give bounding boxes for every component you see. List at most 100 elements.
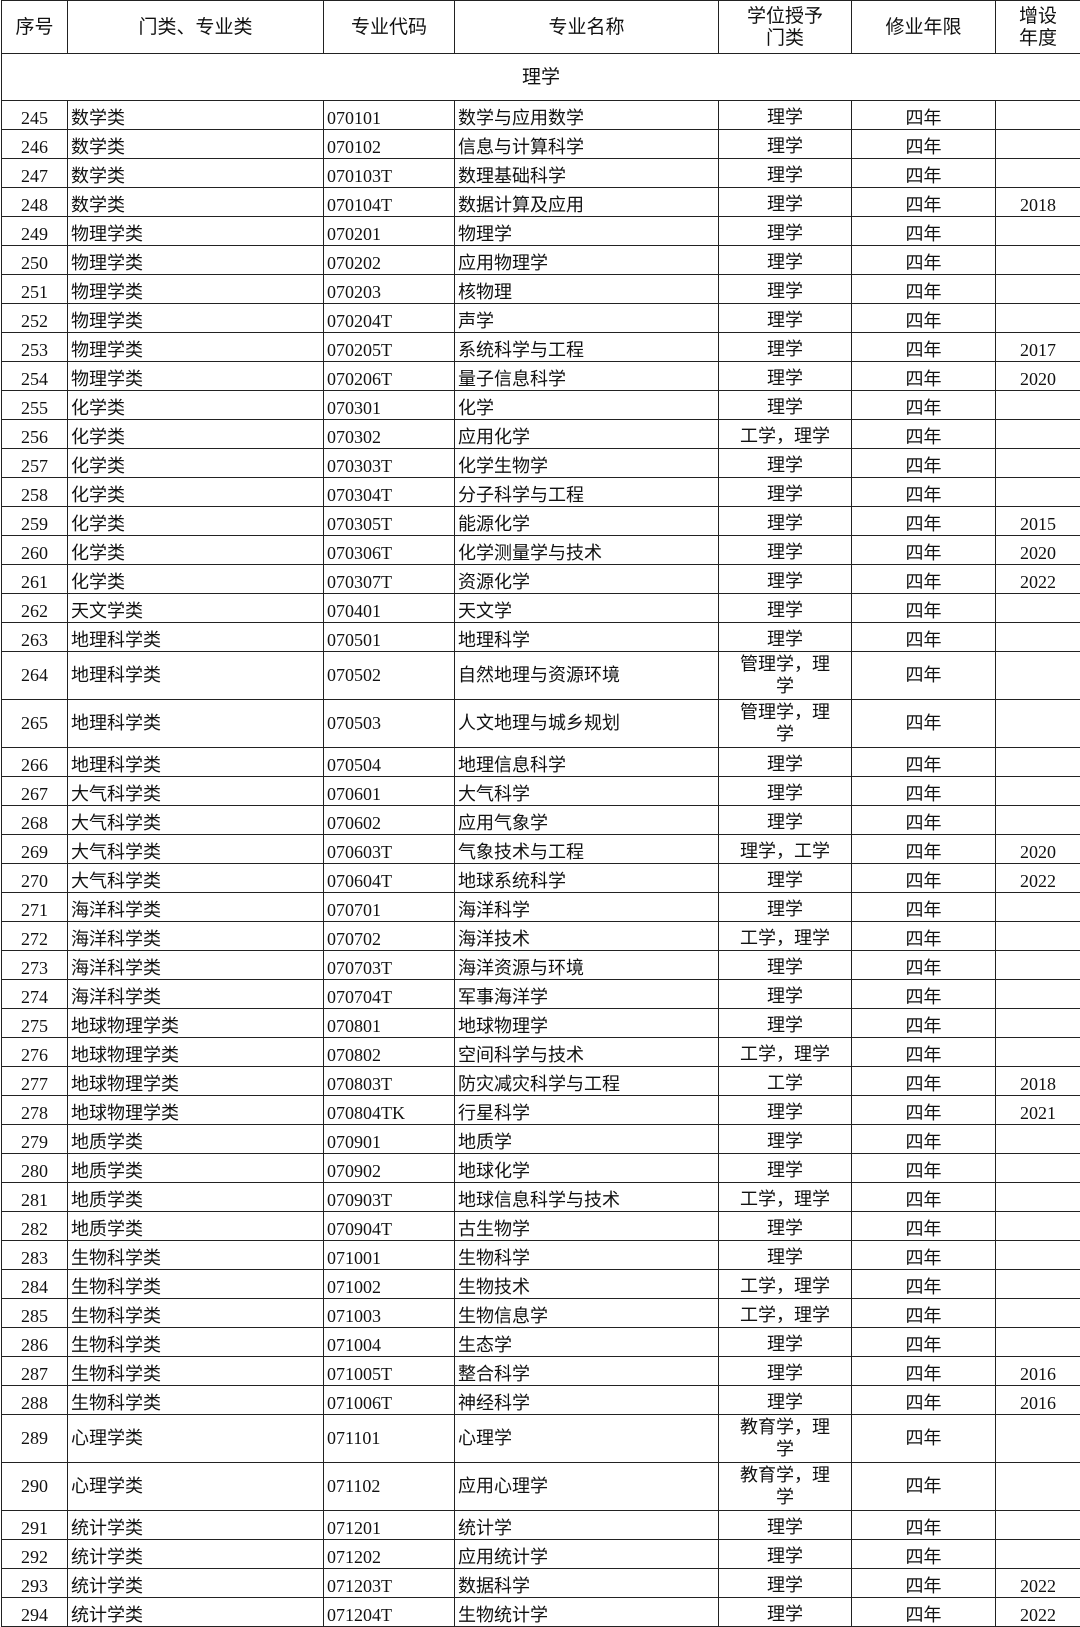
row-name: 化学生物学 [455,449,719,478]
row-degree: 理学 [719,1125,852,1154]
row-code: 070501 [324,623,455,652]
row-name: 数据科学 [455,1569,719,1598]
row-index: 279 [2,1125,68,1154]
row-index: 250 [2,246,68,275]
row-name: 海洋技术 [455,922,719,951]
row-name: 声学 [455,304,719,333]
row-year-added [996,1511,1080,1540]
row-code: 070702 [324,922,455,951]
row-degree: 理学 [719,1511,852,1540]
row-duration: 四年 [852,333,996,362]
row-category: 生物科学类 [68,1328,324,1357]
row-name: 数学与应用数学 [455,101,719,130]
row-duration: 四年 [852,652,996,700]
row-degree: 理学 [719,951,852,980]
row-year-added [996,652,1080,700]
row-year-added [996,1125,1080,1154]
row-name: 化学测量学与技术 [455,536,719,565]
row-category: 物理学类 [68,275,324,304]
row-index: 264 [2,652,68,700]
row-degree: 理学 [719,159,852,188]
row-duration: 四年 [852,217,996,246]
row-code: 070203 [324,275,455,304]
row-code: 070303T [324,449,455,478]
row-degree: 理学 [719,806,852,835]
section-row: 理学 [2,54,1080,101]
row-index: 278 [2,1096,68,1125]
row-name: 行星科学 [455,1096,719,1125]
row-degree: 理学 [719,101,852,130]
row-code: 070306T [324,536,455,565]
row-year-added: 2018 [996,1067,1080,1096]
row-category: 大气科学类 [68,835,324,864]
row-index: 248 [2,188,68,217]
row-index: 269 [2,835,68,864]
row-duration: 四年 [852,980,996,1009]
row-category: 生物科学类 [68,1299,324,1328]
row-duration: 四年 [852,835,996,864]
row-year-added [996,748,1080,777]
row-duration: 四年 [852,777,996,806]
row-code: 070302 [324,420,455,449]
row-duration: 四年 [852,449,996,478]
row-degree: 理学，工学 [719,835,852,864]
row-index: 257 [2,449,68,478]
row-year-added: 2020 [996,362,1080,391]
row-name: 天文学 [455,594,719,623]
row-duration: 四年 [852,275,996,304]
row-index: 254 [2,362,68,391]
row-duration: 四年 [852,748,996,777]
row-category: 地理科学类 [68,748,324,777]
row-year-added [996,1241,1080,1270]
row-year-added [996,478,1080,507]
row-code: 070901 [324,1125,455,1154]
row-code: 070305T [324,507,455,536]
row-duration: 四年 [852,1386,996,1415]
row-degree: 理学 [719,1154,852,1183]
row-duration: 四年 [852,391,996,420]
header-year-added: 增设年度 [996,1,1080,54]
row-duration: 四年 [852,1009,996,1038]
row-name: 分子科学与工程 [455,478,719,507]
header-code: 专业代码 [324,1,455,54]
row-index: 261 [2,565,68,594]
row-duration: 四年 [852,1270,996,1299]
row-degree: 理学 [719,304,852,333]
row-degree: 理学 [719,536,852,565]
row-year-added: 2016 [996,1357,1080,1386]
row-code: 071102 [324,1463,455,1511]
header-name: 专业名称 [455,1,719,54]
row-category: 化学类 [68,449,324,478]
row-name: 神经科学 [455,1386,719,1415]
row-code: 070201 [324,217,455,246]
row-category: 大气科学类 [68,864,324,893]
row-degree: 理学 [719,188,852,217]
row-year-added [996,1328,1080,1357]
row-code: 070701 [324,893,455,922]
row-duration: 四年 [852,478,996,507]
row-code: 071204T [324,1598,455,1627]
row-name: 信息与计算科学 [455,130,719,159]
row-category: 化学类 [68,536,324,565]
row-code: 071201 [324,1511,455,1540]
row-degree: 理学 [719,623,852,652]
row-year-added: 2015 [996,507,1080,536]
row-category: 地球物理学类 [68,1096,324,1125]
row-category: 统计学类 [68,1511,324,1540]
row-duration: 四年 [852,101,996,130]
row-category: 地质学类 [68,1212,324,1241]
row-degree: 工学，理学 [719,1299,852,1328]
row-year-added: 2022 [996,565,1080,594]
row-name: 应用物理学 [455,246,719,275]
